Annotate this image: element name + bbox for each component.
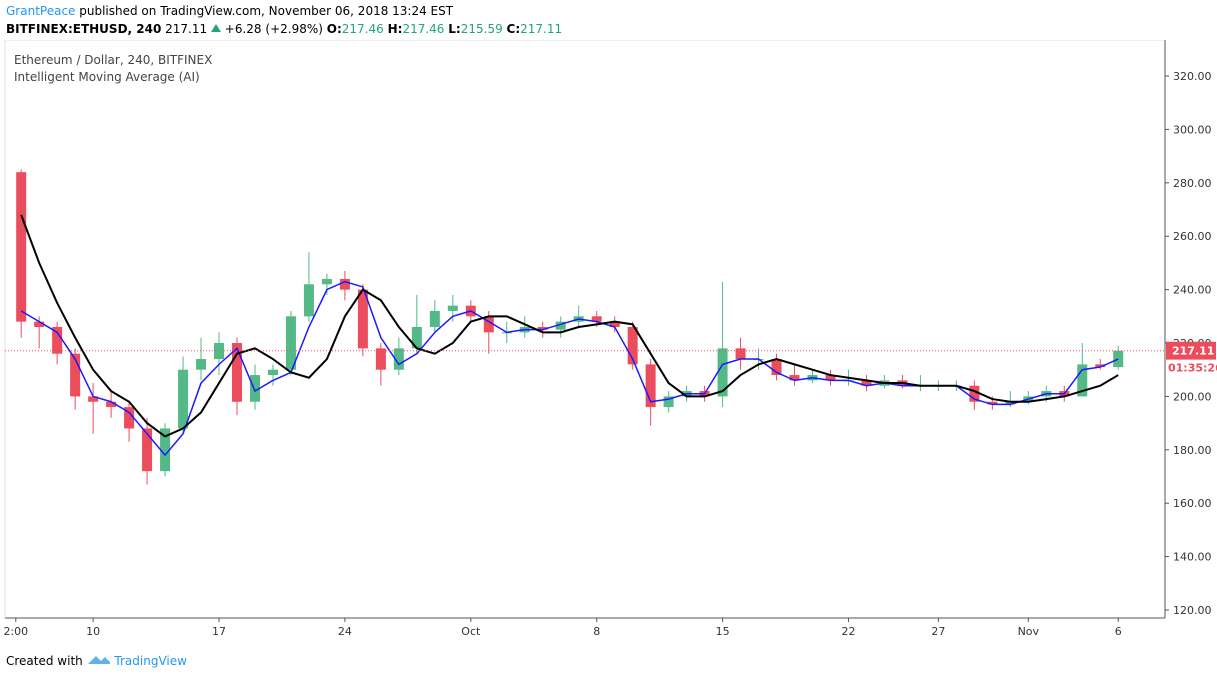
candle-body [987,401,998,405]
y-tick-label: 180.00 [1173,444,1212,457]
author[interactable]: GrantPeace [6,4,76,18]
candle-body [771,359,782,376]
countdown: 01:35:26 [1168,362,1217,375]
y-tick-label: 300.00 [1173,123,1212,136]
price-box [1166,341,1216,360]
candle-body [16,172,27,322]
candle-body [375,348,386,370]
candle-body [483,316,494,333]
x-tick-label: 22 [841,625,855,638]
candle-body [303,284,314,317]
tv-logo [87,656,110,664]
candle-body [1113,350,1124,368]
candle-body [214,343,225,360]
x-tick-label: Nov [1018,625,1040,638]
candle-body [663,396,674,408]
plot-border [4,40,1166,619]
x-tick-label: 27 [931,625,945,638]
moving-average [20,280,1119,457]
candle-body [717,348,728,397]
y-tick-label: 240.00 [1173,284,1212,297]
c-label: C: [506,22,521,36]
candle-body [609,321,620,327]
legend-symbol: Ethereum / Dollar, 240, BITFINEX [14,53,212,67]
h: 217.46 [402,22,445,36]
o-label: O: [326,22,342,36]
y-tick-label: 120.00 [1173,604,1212,617]
candle-body [1005,401,1016,405]
symbol-line: BITFINEX:ETHUSD, 240 217.11 +6.28 (+2.98… [6,22,562,36]
candle-body [357,289,368,349]
candle-body [88,396,99,402]
x-tick-label: 17 [212,625,226,638]
candle-body [627,326,638,365]
candle-body [537,326,548,330]
x-tick-label: 2:00 [3,625,28,638]
candle-body [196,359,207,370]
x-tick-label: 8 [593,625,600,638]
moving-average [20,214,1119,438]
candle-body [429,310,440,327]
publish-line: GrantPeace published on TradingView.com,… [6,4,453,18]
c: 217.11 [520,22,563,36]
y-tick-label: 260.00 [1173,230,1212,243]
h-label: H: [387,22,403,36]
candle-body [249,375,260,402]
candle-body [969,385,980,402]
x-tick-label: 24 [338,625,352,638]
candle-body [447,305,458,311]
candle-body [1095,364,1106,368]
legend-indicator: Intelligent Moving Average (AI) [14,70,200,84]
last: 217.11 [165,22,208,36]
l-label: L: [448,22,461,36]
brand[interactable]: TradingView [114,654,187,668]
candle-body [789,375,800,381]
footer: Created with TradingView [6,653,187,668]
o: 217.46 [341,22,384,36]
x-tick-label: 6 [1115,625,1122,638]
candle-body [178,369,189,429]
candle-body [34,321,45,327]
y-tick-label: 140.00 [1173,551,1212,564]
y-tick-label: 320.00 [1173,70,1212,83]
countdown-box [1166,359,1216,377]
published: published on TradingView.com, November 0… [79,4,454,18]
l: 215.59 [460,22,503,36]
y-tick-label: 160.00 [1173,497,1212,510]
y-tick-label: 280.00 [1173,177,1212,190]
candle-body [232,343,242,402]
candle-body [645,364,656,408]
candle-body [393,348,404,370]
candle-body [861,380,872,386]
change: +6.28 (+2.98%) [224,22,323,36]
candle-body [124,407,135,429]
up-arrow [210,24,221,32]
candle-body [106,401,117,408]
candle-body [142,428,153,472]
candle-body [1077,364,1088,397]
candle-body [70,353,81,397]
created: Created with [6,654,83,668]
candle-body [339,278,350,290]
price-label: 217.11 [1172,345,1214,358]
x-tick-label: 10 [86,625,100,638]
candle-body [735,348,746,360]
x-tick-label: Oct [461,625,481,638]
candle-body [555,321,566,330]
candle-body [52,326,63,354]
candle-body [267,369,278,376]
x-tick-label: 15 [716,625,730,638]
candle-body [285,316,296,370]
candle-body [160,428,171,472]
chart: Ethereum / Dollar, 240, BITFINEX Intelli… [3,40,1217,638]
candle-body [321,278,332,285]
candle-body [411,326,422,349]
y-tick-label: 200.00 [1173,390,1212,403]
candle-body [825,375,836,381]
candle-body [591,316,602,322]
symbol: BITFINEX:ETHUSD, 240 [6,22,162,36]
